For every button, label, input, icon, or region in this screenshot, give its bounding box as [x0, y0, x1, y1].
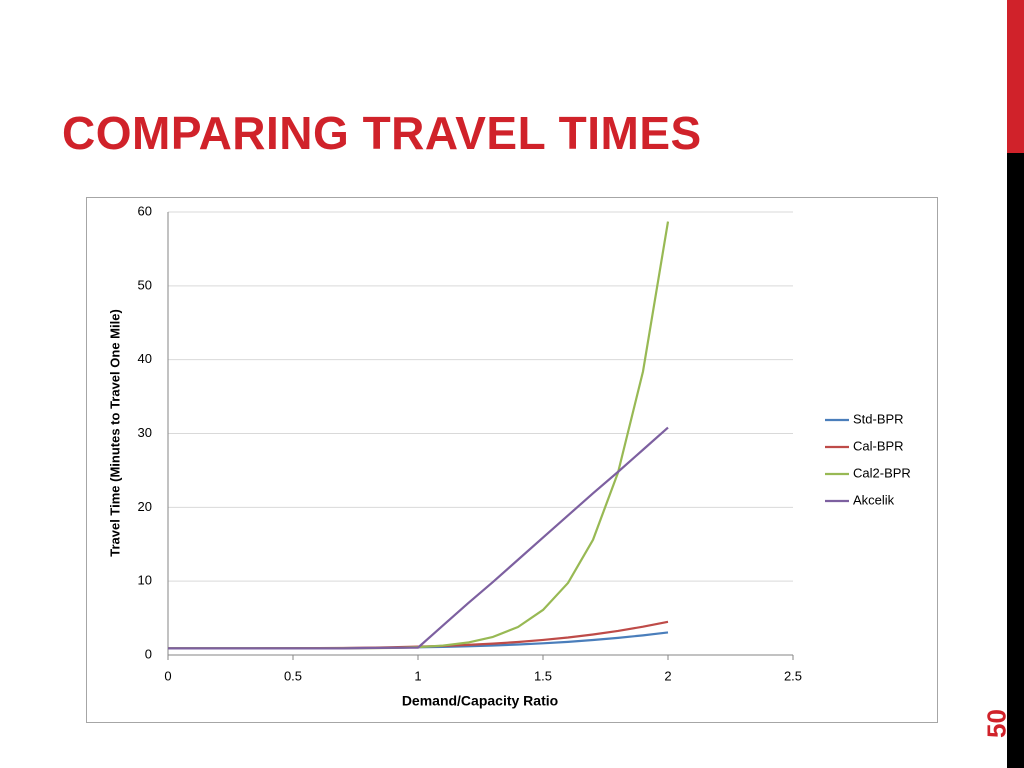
y-tick-label: 30: [138, 425, 152, 440]
legend-label: Std-BPR: [853, 411, 904, 426]
x-tick-label: 2: [664, 668, 671, 683]
x-tick-label: 0: [164, 668, 171, 683]
accent-bar: [1007, 0, 1024, 153]
series-line: [168, 426, 669, 650]
legend-label: Akcelik: [853, 492, 895, 507]
x-tick-label: 2.5: [784, 668, 802, 683]
x-tick-label: 1: [414, 668, 421, 683]
x-tick-label: 0.5: [284, 668, 302, 683]
side-bar: [1007, 153, 1024, 768]
y-tick-label: 10: [138, 573, 152, 588]
y-tick-label: 0: [145, 646, 152, 661]
slide-title: COMPARING TRAVEL TIMES: [62, 107, 702, 159]
x-tick-label: 1.5: [534, 668, 552, 683]
legend-label: Cal-BPR: [853, 438, 904, 453]
y-tick-label: 40: [138, 351, 152, 366]
y-tick-label: 60: [138, 203, 152, 218]
y-axis-title: Travel Time (Minutes to Travel One Mile): [107, 309, 122, 557]
y-tick-label: 20: [138, 499, 152, 514]
legend-label: Cal2-BPR: [853, 465, 911, 480]
y-tick-label: 50: [138, 277, 152, 292]
x-axis-title: Demand/Capacity Ratio: [402, 693, 558, 709]
chart-frame: [86, 197, 938, 723]
